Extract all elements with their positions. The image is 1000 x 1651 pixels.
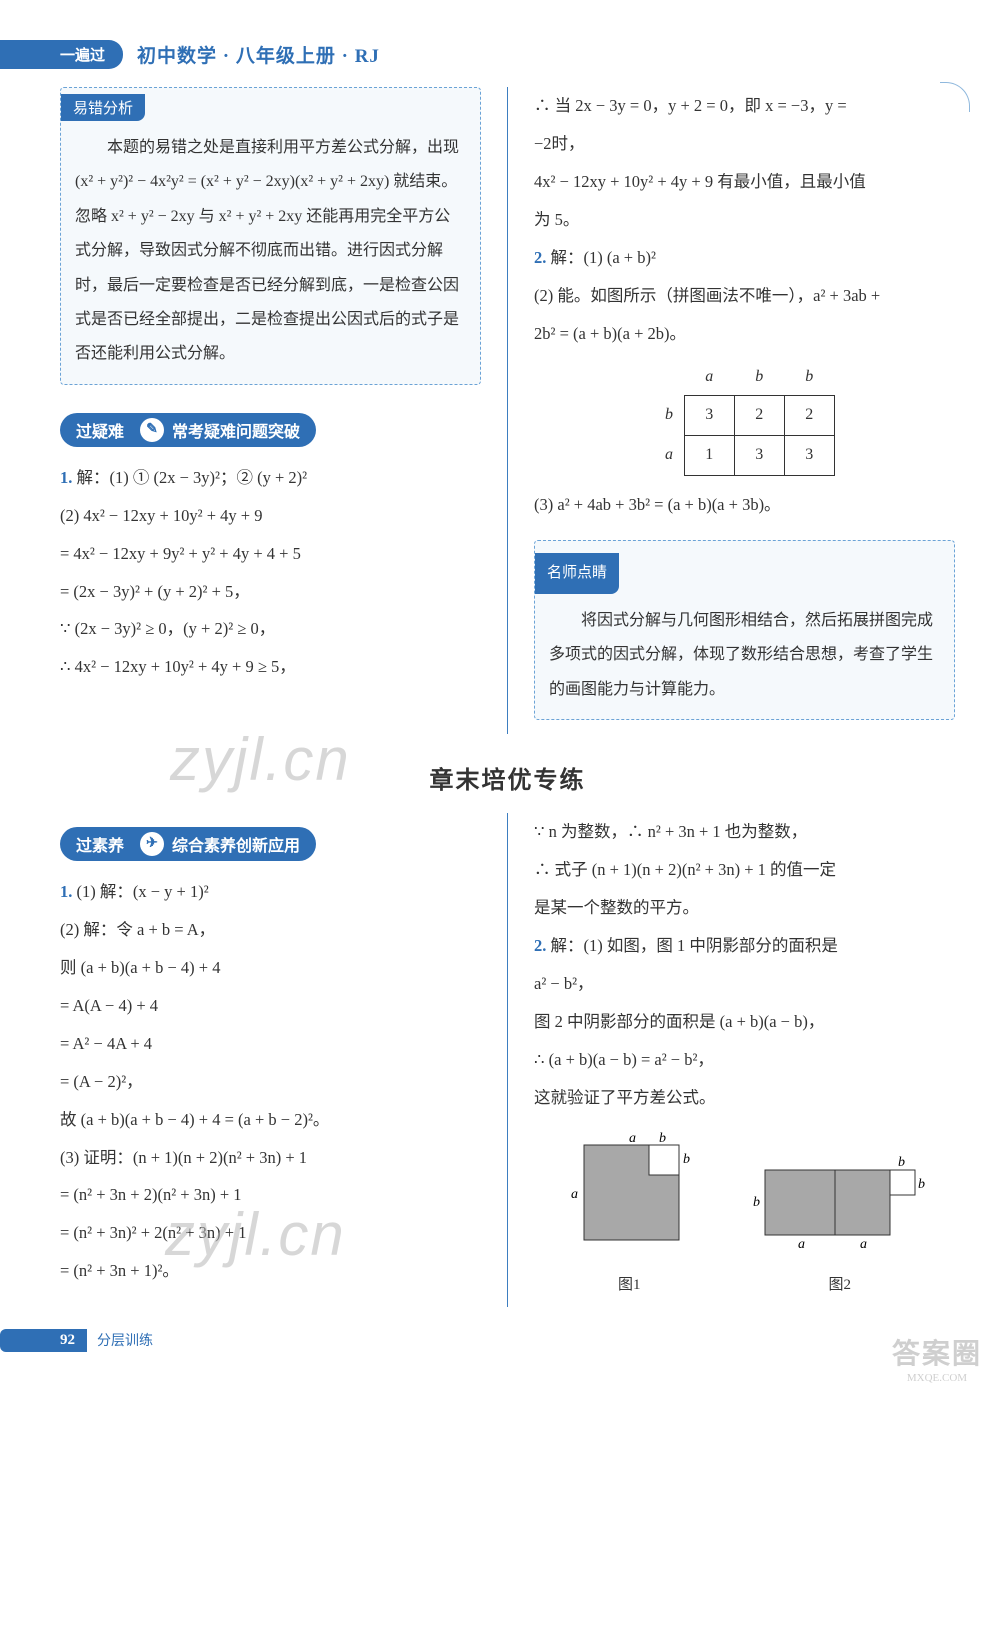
br-l6: 图 2 中阴影部分的面积是 (a + b)(a − b)， <box>534 1003 955 1041</box>
bl-l11: = (n² + 3n + 1)²。 <box>60 1252 481 1290</box>
bl-q1-num: 1. <box>60 882 72 901</box>
cell-0-2: 2 <box>784 396 834 436</box>
difficulty-badge: 过疑难 ✎ 常考疑难问题突破 <box>60 413 316 447</box>
svg-text:a: a <box>629 1131 636 1146</box>
lightbulb-icon: ✎ <box>140 418 164 442</box>
col-label-0: a <box>684 359 734 396</box>
teacher-box-title: 名师点睛 <box>535 553 619 594</box>
rt-q2d: (3) a² + 4ab + 3b² = (a + b)(a + 3b)。 <box>534 486 955 524</box>
row-label-0: b <box>654 396 684 436</box>
literacy-badge: 过素养 ✈ 综合素养创新应用 <box>60 827 316 861</box>
svg-text:a: a <box>798 1237 805 1250</box>
cell-1-1: 3 <box>734 436 784 476</box>
error-analysis-title: 易错分析 <box>61 94 145 121</box>
corner-logo: 答案圈 MXQE.COM <box>892 1332 982 1384</box>
svg-text:b: b <box>898 1155 905 1170</box>
br-l1: ∵ n 为整数，∴ n² + 3n + 1 也为整数， <box>534 813 955 851</box>
bottom-left-body: 1. (1) 解：(x − y + 1)² (2) 解：令 a + b = A，… <box>60 873 481 1290</box>
corner-logo-big: 答案圈 <box>892 1332 982 1372</box>
brand-tag: 一遍过 <box>0 40 123 69</box>
error-analysis-text: 本题的易错之处是直接利用平方差公式分解，出现 (x² + y²)² − 4x²y… <box>75 131 466 372</box>
badge2-left: 过素养 <box>76 832 124 856</box>
figures: a a b b 图1 a a b <box>534 1130 955 1302</box>
svg-text:a: a <box>571 1187 578 1202</box>
svg-text:b: b <box>683 1152 690 1167</box>
rt-l4: 为 5。 <box>534 201 955 239</box>
row-label-1: a <box>654 436 684 476</box>
badge-left: 过疑难 <box>76 418 124 442</box>
bl-l7: 故 (a + b)(a + b − 4) + 4 = (a + b − 2)²。 <box>60 1101 481 1139</box>
br-l7: ∴ (a + b)(a − b) = a² − b²， <box>534 1041 955 1079</box>
bl-l2: (2) 解：令 a + b = A， <box>60 911 481 949</box>
cell-1-0: 1 <box>684 436 734 476</box>
svg-text:b: b <box>753 1195 760 1210</box>
cell-0-0: 3 <box>684 396 734 436</box>
bl-l5: = A² − 4A + 4 <box>60 1025 481 1063</box>
footer: 92 分层训练 <box>60 1329 955 1352</box>
col-label-2: b <box>784 359 834 396</box>
fig2-caption: 图2 <box>750 1268 930 1303</box>
column-divider-2 <box>507 813 508 1307</box>
teacher-box-text: 将因式分解与几何图形相结合，然后拓展拼图完成多项式的因式分解，体现了数形结合思想… <box>549 604 940 707</box>
q1-body: 1. 解：(1) ① (2x − 3y)²；② (y + 2)² (2) 4x²… <box>60 459 481 687</box>
q1-l2: (2) 4x² − 12xy + 10y² + 4y + 9 <box>60 497 481 535</box>
q1-number: 1. <box>60 468 72 487</box>
q1-l3: = 4x² − 12xy + 9y² + y² + 4y + 4 + 5 <box>60 535 481 573</box>
rt-q2b: (2) 能。如图所示（拼图画法不唯一），a² + 3ab + <box>534 277 955 315</box>
q2-number: 2. <box>534 248 546 267</box>
rt-l3: 4x² − 12xy + 10y² + 4y + 9 有最小值，且最小值 <box>534 163 955 201</box>
rt-l2: −2时， <box>534 125 955 163</box>
svg-text:b: b <box>918 1177 925 1192</box>
br-l5: a² − b²， <box>534 965 955 1003</box>
bl-l10: = (n² + 3n)² + 2(n² + 3n) + 1 <box>60 1214 481 1252</box>
corner-logo-small: MXQE.COM <box>892 1372 982 1384</box>
br-l8: 这就验证了平方差公式。 <box>534 1079 955 1117</box>
section-title: 章末培优专练 <box>60 760 955 795</box>
cell-1-2: 3 <box>784 436 834 476</box>
badge2-right: 综合素养创新应用 <box>172 832 300 856</box>
bl-l4: = A(A − 4) + 4 <box>60 987 481 1025</box>
page-label: 分层训练 <box>97 1330 153 1350</box>
bl-l8: (3) 证明：(n + 1)(n + 2)(n² + 3n) + 1 <box>60 1139 481 1177</box>
bl-l3: 则 (a + b)(a + b − 4) + 4 <box>60 949 481 987</box>
svg-text:b: b <box>659 1131 666 1146</box>
br-q2-num: 2. <box>534 936 546 955</box>
rt-q2c: 2b² = (a + b)(a + 2b)。 <box>534 315 955 353</box>
plane-icon: ✈ <box>140 832 164 856</box>
column-divider <box>507 87 508 734</box>
br-l2: ∴ 式子 (n + 1)(n + 2)(n² + 3n) + 1 的值一定 <box>534 851 955 889</box>
header: 一遍过 初中数学 · 八年级上册 · RJ <box>60 40 955 69</box>
factor-table: a b b b 3 2 2 a 1 3 3 <box>654 359 835 477</box>
q1-l6: ∴ 4x² − 12xy + 10y² + 4y + 9 ≥ 5， <box>60 648 481 686</box>
br-l3: 是某一个整数的平方。 <box>534 889 955 927</box>
rt-l1: ∴ 当 2x − 3y = 0，y + 2 = 0，即 x = −3，y = <box>534 87 955 125</box>
badge-right: 常考疑难问题突破 <box>172 418 300 442</box>
bl-l9: = (n² + 3n + 2)(n² + 3n) + 1 <box>60 1176 481 1214</box>
fig1-caption: 图1 <box>559 1268 699 1303</box>
teacher-box: 名师点睛 将因式分解与几何图形相结合，然后拓展拼图完成多项式的因式分解，体现了数… <box>534 540 955 720</box>
bl-l1: (1) 解：(x − y + 1)² <box>77 882 209 901</box>
error-analysis-box: 易错分析 本题的易错之处是直接利用平方差公式分解，出现 (x² + y²)² −… <box>60 87 481 385</box>
bl-l6: = (A − 2)²， <box>60 1063 481 1101</box>
q1-l4: = (2x − 3y)² + (y + 2)² + 5， <box>60 573 481 611</box>
q1-l1: 解：(1) ① (2x − 3y)²；② (y + 2)² <box>77 468 308 487</box>
svg-text:a: a <box>860 1237 867 1250</box>
col-label-1: b <box>734 359 784 396</box>
subject-title: 初中数学 · 八年级上册 · RJ <box>137 41 380 68</box>
cell-0-1: 2 <box>734 396 784 436</box>
q1-l5: ∵ (2x − 3y)² ≥ 0，(y + 2)² ≥ 0， <box>60 610 481 648</box>
figure-2-svg: a a b b b <box>750 1140 930 1250</box>
br-l4: 解：(1) 如图，图 1 中阴影部分的面积是 <box>551 936 838 955</box>
corner-decoration <box>940 82 970 112</box>
page-number: 92 <box>0 1329 87 1352</box>
rt-q2a: 解：(1) (a + b)² <box>551 248 656 267</box>
figure-1-svg: a a b b <box>559 1130 699 1250</box>
